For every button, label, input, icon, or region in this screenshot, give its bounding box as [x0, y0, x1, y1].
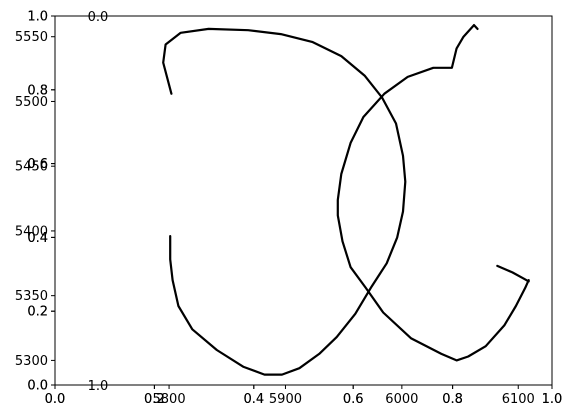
overlay-1-x-tick-label: 0.6 — [343, 392, 364, 407]
overlay-2-x-tick-label: 0.4 — [243, 392, 264, 407]
overlay-2-y-tick-label: 1.0 — [27, 10, 48, 25]
overlay-2-x-tick-label: 1.0 — [542, 392, 563, 407]
overlay-2-x-tick-label: 0.0 — [45, 392, 66, 407]
overlay-2-y-tick-label: 0.6 — [27, 157, 48, 172]
series-line-1 — [162, 27, 407, 376]
primary-y-tick-label: 5400 — [15, 224, 48, 239]
overlay-1-y-tick-label: 0.2 — [27, 305, 48, 320]
primary-y-tick-label: 5500 — [15, 95, 48, 110]
stray-label-top: 0.0 — [88, 10, 109, 25]
overlay-2-x-tick-label: 0.6 — [343, 392, 364, 407]
overlay-1-y-tick-label: 0.0 — [27, 379, 48, 394]
plot-frame — [54, 15, 553, 386]
overlay-2-y-tick-label: 0.0 — [27, 379, 48, 394]
overlay-2-y-tick-label: 0.4 — [27, 231, 48, 246]
primary-x-tick-label: 6100 — [502, 392, 535, 407]
primary-x-tick-label: 5800 — [153, 392, 186, 407]
overlay-1-y-tick-label: 1.0 — [27, 10, 48, 25]
overlay-1-y-tick-label: 0.8 — [27, 83, 48, 98]
overlay-1-x-tick-label: 1.0 — [542, 392, 563, 407]
series-line-2 — [336, 24, 530, 362]
primary-x-tick-label: 5900 — [269, 392, 302, 407]
overlay-1-y-tick-label: 0.4 — [27, 231, 48, 246]
primary-x-tick-label: 6000 — [385, 392, 418, 407]
overlay-1-x-tick-label: 0.4 — [243, 392, 264, 407]
overlay-1-y-tick-label: 0.6 — [27, 157, 48, 172]
overlay-1-x-tick-label: 0.8 — [442, 392, 463, 407]
overlay-2-x-tick-label: 0.8 — [442, 392, 463, 407]
tick-label-layer: 0.0 0.2 0.4 0.6 0.8 1.00.00.20.40.60.81.00.0 0… — [15, 10, 562, 408]
tick-layer — [51, 15, 553, 389]
stray-label-bottom: 1.0 — [88, 379, 109, 394]
overlay-2-y-tick-label: 0.2 — [27, 305, 48, 320]
overlay-1-x-tick-label: 0.2 — [144, 392, 165, 407]
primary-y-tick-label: 5350 — [15, 289, 48, 304]
overlay-2-y-tick-label: 0.8 — [27, 83, 48, 98]
primary-y-tick-label: 5550 — [15, 30, 48, 45]
primary-y-tick-label: 5300 — [15, 354, 48, 369]
overlay-1-x-tick-label: 0.0 — [45, 392, 66, 407]
series-layer — [162, 24, 530, 376]
overlay-2-x-tick-label: 0.2 — [144, 392, 165, 407]
primary-y-tick-label: 5450 — [15, 160, 48, 175]
